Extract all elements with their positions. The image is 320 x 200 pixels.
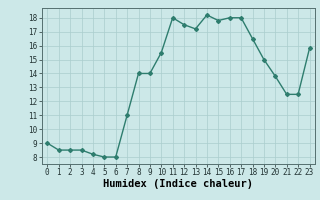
- X-axis label: Humidex (Indice chaleur): Humidex (Indice chaleur): [103, 179, 253, 189]
